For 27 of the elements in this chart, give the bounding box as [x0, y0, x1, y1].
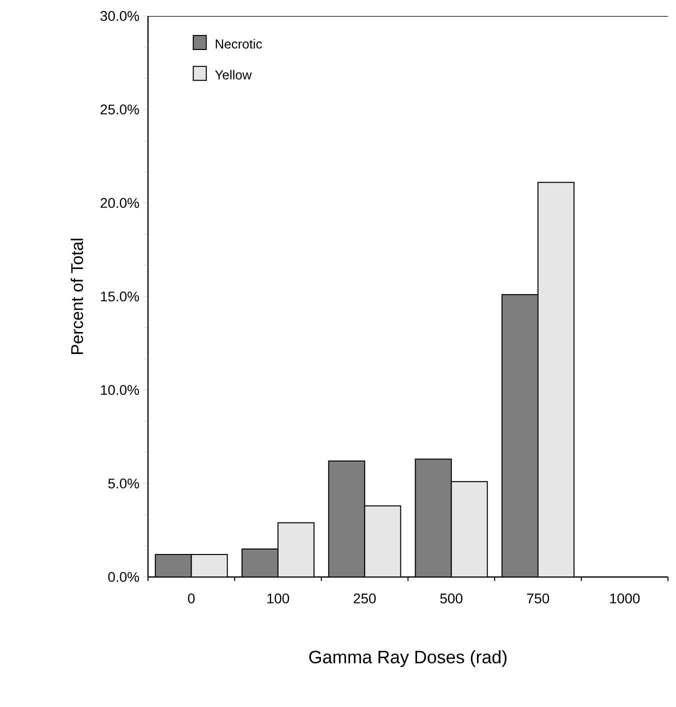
bar: [278, 522, 314, 577]
y-tick-label: 30.0%: [100, 11, 139, 21]
bar: [450, 481, 488, 577]
y-axis-title: Percent of Total: [70, 238, 84, 354]
bar: [501, 294, 538, 577]
x-tick-label: 750: [527, 594, 550, 604]
bar: [242, 548, 278, 577]
y-tick-label: 5.0%: [108, 478, 139, 488]
bar: [364, 505, 402, 577]
bar: [414, 458, 452, 577]
y-tick-label: 10.0%: [100, 385, 139, 395]
x-tick-label: 0: [188, 594, 195, 604]
y-tick-label: 15.0%: [100, 292, 139, 302]
bar: [154, 554, 192, 577]
y-tick-label: 0.0%: [108, 572, 139, 582]
y-tick-label: 20.0%: [100, 198, 139, 208]
x-tick-label: 500: [440, 594, 462, 604]
legend-label: Yellow: [215, 70, 252, 80]
x-axis-title: Gamma Ray Doses (rad): [309, 650, 506, 667]
x-tick-label: 250: [354, 594, 376, 604]
bar: [537, 182, 574, 577]
bar: [328, 460, 366, 577]
x-tick-label: 1000: [610, 594, 640, 604]
x-tick-label: 100: [267, 594, 290, 604]
legend-label: Necrotic: [216, 39, 262, 49]
bar: [190, 554, 228, 577]
y-tick-label: 25.0%: [100, 104, 139, 114]
